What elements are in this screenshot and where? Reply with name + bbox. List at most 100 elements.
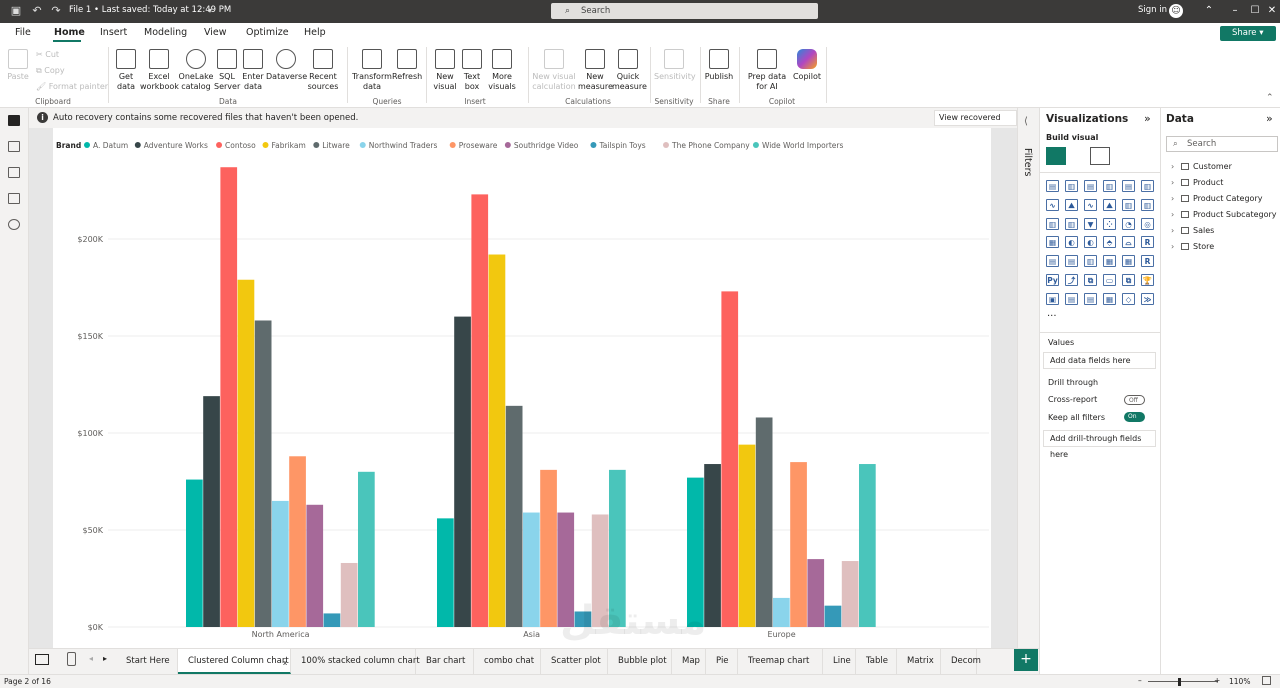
- get-data-button[interactable]: Get data: [112, 49, 140, 92]
- transform-data-button[interactable]: Transform data: [352, 49, 392, 92]
- visual-type-icon[interactable]: ▦: [1103, 292, 1116, 305]
- visual-type-icon[interactable]: ◔: [1122, 217, 1135, 230]
- visual-type-icon[interactable]: ▥: [1046, 217, 1059, 230]
- menu-view[interactable]: View: [204, 27, 227, 38]
- visual-type-icon[interactable]: ⌓: [1122, 236, 1135, 249]
- more-visuals-icon[interactable]: ···: [1047, 311, 1057, 322]
- visual-type-icon[interactable]: ∿: [1046, 198, 1059, 211]
- tmdl-view-icon[interactable]: [8, 219, 20, 230]
- visual-type-icon[interactable]: ▣: [1046, 292, 1059, 305]
- visual-type-icon[interactable]: ▥: [1065, 217, 1078, 230]
- sign-in-link[interactable]: Sign in: [1138, 5, 1167, 15]
- fit-to-page-icon[interactable]: [1262, 676, 1271, 685]
- visual-type-icon[interactable]: ▥: [1084, 255, 1097, 268]
- table-item-store[interactable]: › Store: [1171, 242, 1214, 251]
- page-tab[interactable]: Bubble plot: [608, 649, 672, 674]
- new-measure-button[interactable]: New measure: [578, 49, 613, 92]
- page-tab[interactable]: Line: [823, 649, 856, 674]
- undo-icon[interactable]: ↶: [32, 4, 42, 17]
- close-tab-icon[interactable]: x: [283, 659, 288, 667]
- visual-type-icon[interactable]: R: [1141, 236, 1154, 249]
- zoom-in-icon[interactable]: +: [1214, 676, 1221, 685]
- visual-type-icon[interactable]: ▦: [1103, 255, 1116, 268]
- model-view-icon[interactable]: [8, 167, 20, 178]
- page-tab[interactable]: combo chat: [474, 649, 541, 674]
- view-recovered-files-button[interactable]: View recovered files: [934, 110, 1017, 136]
- visual-type-icon[interactable]: ▤: [1084, 180, 1097, 192]
- visual-type-icon[interactable]: ◇: [1122, 292, 1135, 305]
- paste-button[interactable]: Paste: [5, 49, 31, 82]
- data-search-input[interactable]: ⌕ Search: [1166, 136, 1278, 152]
- visual-type-icon[interactable]: ▤: [1065, 255, 1078, 268]
- visual-type-icon[interactable]: ⤴: [1065, 274, 1078, 286]
- page-tab[interactable]: Start Here: [116, 649, 178, 674]
- chevron-down-icon[interactable]: ▾: [207, 6, 212, 15]
- visual-type-icon[interactable]: ▥: [1122, 198, 1135, 211]
- table-item-product-subcategory[interactable]: › Product Subcategory: [1171, 210, 1277, 219]
- recent-sources-button[interactable]: Recent sources: [306, 49, 340, 92]
- close-icon[interactable]: ✕: [1267, 5, 1277, 16]
- prep-data-ai-button[interactable]: Prep data for AI: [742, 49, 792, 92]
- visual-type-icon[interactable]: ◎: [1141, 217, 1154, 230]
- onelake-catalog-button[interactable]: OneLake catalog: [178, 49, 214, 92]
- desktop-layout-icon[interactable]: [35, 654, 49, 665]
- refresh-button[interactable]: Refresh: [392, 49, 422, 82]
- publish-button[interactable]: Publish: [704, 49, 734, 82]
- menu-help[interactable]: Help: [304, 27, 326, 38]
- expand-filters-icon[interactable]: ⟨: [1024, 116, 1028, 127]
- cross-report-toggle[interactable]: Off: [1124, 395, 1145, 405]
- page-tab[interactable]: Map: [672, 649, 706, 674]
- table-item-customer[interactable]: › Customer: [1171, 162, 1232, 171]
- format-painter-button[interactable]: 🖌 Format painter: [36, 82, 109, 91]
- visual-type-icon[interactable]: ⧉: [1084, 274, 1097, 286]
- quick-measure-button[interactable]: Quick measure: [612, 49, 647, 92]
- visual-type-icon[interactable]: ∿: [1084, 198, 1097, 211]
- minimize-icon[interactable]: –: [1232, 5, 1238, 16]
- visual-type-icon[interactable]: ▤: [1122, 180, 1135, 192]
- table-item-product[interactable]: › Product: [1171, 178, 1223, 187]
- search-input[interactable]: ⌕ Search: [551, 3, 818, 19]
- visual-type-icon[interactable]: ≫: [1141, 292, 1154, 305]
- menu-optimize[interactable]: Optimize: [246, 27, 289, 38]
- visual-type-icon[interactable]: ⧉: [1122, 274, 1135, 286]
- page-tab[interactable]: Decom: [941, 649, 981, 674]
- visual-type-icon[interactable]: ◐: [1084, 236, 1097, 249]
- visual-type-icon[interactable]: ⛰: [1103, 198, 1116, 211]
- visual-type-icon[interactable]: Py: [1046, 274, 1059, 286]
- zoom-slider-knob[interactable]: [1178, 678, 1181, 686]
- add-page-button[interactable]: +: [1014, 649, 1038, 671]
- new-visual-calculation-button[interactable]: New visual calculation: [532, 49, 576, 92]
- ribbon-toggle-icon[interactable]: ⌃: [1204, 5, 1214, 16]
- copy-button[interactable]: ⧉ Copy: [36, 66, 65, 75]
- dax-query-icon[interactable]: [8, 193, 20, 204]
- page-tab[interactable]: Pie: [706, 649, 738, 674]
- text-box-button[interactable]: Text box: [459, 49, 485, 92]
- visual-type-icon[interactable]: ▥: [1141, 180, 1154, 192]
- redo-icon[interactable]: ↷: [51, 4, 61, 17]
- visual-type-icon[interactable]: ◐: [1065, 236, 1078, 249]
- visual-type-icon[interactable]: ⬘: [1103, 236, 1116, 249]
- page-tab[interactable]: Bar chart: [416, 649, 474, 674]
- sql-server-button[interactable]: SQL Server: [214, 49, 240, 92]
- visual-type-icon[interactable]: ▤: [1084, 292, 1097, 305]
- visual-type-icon[interactable]: ▦: [1122, 255, 1135, 268]
- filters-pane-collapsed[interactable]: ⟨ Filters: [1017, 108, 1039, 674]
- cut-button[interactable]: ✂ Cut: [36, 50, 60, 59]
- build-visual-icon[interactable]: [1046, 147, 1066, 165]
- visual-type-icon[interactable]: ▥: [1141, 198, 1154, 211]
- page-tab[interactable]: Treemap chart: [738, 649, 823, 674]
- menu-modeling[interactable]: Modeling: [144, 27, 188, 38]
- more-visuals-button[interactable]: More visuals: [485, 49, 519, 92]
- keep-filters-toggle[interactable]: On: [1124, 412, 1145, 422]
- page-tab[interactable]: Table: [856, 649, 897, 674]
- zoom-out-icon[interactable]: –: [1138, 676, 1142, 685]
- save-icon[interactable]: ▣: [10, 4, 22, 17]
- visual-type-icon[interactable]: ▤: [1065, 292, 1078, 305]
- copilot-button[interactable]: Copilot: [792, 49, 822, 82]
- page-tab[interactable]: 100% stacked column chart: [291, 649, 420, 674]
- format-visual-icon[interactable]: [1090, 147, 1110, 165]
- visual-type-icon[interactable]: ⁘: [1103, 217, 1116, 230]
- visual-type-icon[interactable]: 🏆: [1141, 274, 1154, 286]
- page-tab[interactable]: Scatter plot: [541, 649, 608, 674]
- share-button[interactable]: Share ▾: [1220, 26, 1276, 41]
